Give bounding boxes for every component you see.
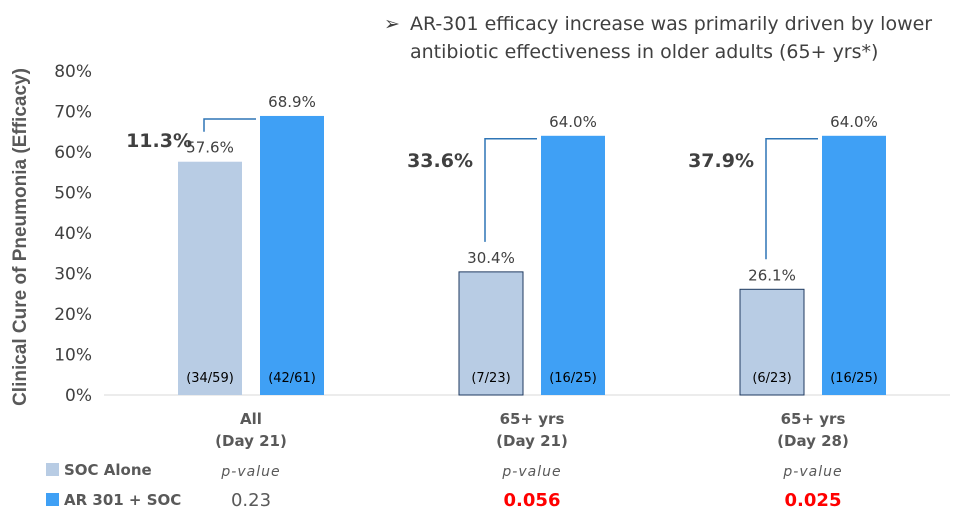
p-value-caption: p-value <box>501 464 561 480</box>
difference-bracket <box>765 138 818 260</box>
y-tick-label: 40% <box>54 224 92 244</box>
p-value: 0.23 <box>231 490 271 511</box>
p-value: 0.056 <box>504 490 561 511</box>
y-tick-label: 80% <box>54 62 92 82</box>
y-tick-label: 10% <box>54 346 92 366</box>
bar-soc-alone <box>739 288 805 396</box>
category-label-line1: All <box>240 410 262 428</box>
category-label-line1: 65+ yrs <box>500 410 565 428</box>
value-label-soc: 26.1% <box>748 266 796 284</box>
y-tick-label: 30% <box>54 265 92 285</box>
headline-line-1: AR-301 efficacy increase was primarily d… <box>410 13 933 35</box>
y-axis-ticks: 0% 10% 20% 30% 40% 50% 60% 70% 80% <box>54 62 92 406</box>
legend-swatch-soc <box>46 463 59 476</box>
count-label-soc: (7/23) <box>471 371 510 386</box>
y-tick-label: 50% <box>54 184 92 204</box>
value-label-ar301: 68.9% <box>268 93 316 111</box>
bar-ar301-soc <box>541 135 605 396</box>
bar-soc-alone <box>458 271 524 396</box>
value-label-soc: 57.6% <box>186 139 234 157</box>
p-value: 0.025 <box>785 490 842 511</box>
bar-ar301-soc <box>822 135 886 396</box>
count-label-ar301: (16/25) <box>830 371 878 386</box>
y-axis-label: Clinical Cure of Pneumonia (Efficacy) <box>10 68 31 406</box>
category-label-line2: (Day 21) <box>496 432 568 450</box>
difference-label: 11.3% <box>126 130 192 152</box>
p-value-row: p-value 0.23 p-value 0.056 p-value 0.025 <box>220 464 842 511</box>
category-label-line2: (Day 28) <box>777 432 849 450</box>
count-label-soc: (6/23) <box>752 371 791 386</box>
p-value-caption: p-value <box>220 464 280 480</box>
legend-swatch-ar301 <box>46 493 59 506</box>
difference-label: 37.9% <box>688 150 754 172</box>
count-label-ar301: (42/61) <box>268 371 316 386</box>
y-tick-label: 20% <box>54 305 92 325</box>
category-label-line2: (Day 21) <box>215 432 287 450</box>
chart-marks: 57.6% 68.9% (34/59) (42/61) 11.3% All (Day 21)… <box>126 93 886 450</box>
p-value-caption: p-value <box>782 464 842 480</box>
difference-label: 33.6% <box>407 150 473 172</box>
count-label-ar301: (16/25) <box>549 371 597 386</box>
count-label-soc: (34/59) <box>186 371 234 386</box>
y-tick-label: 70% <box>54 103 92 123</box>
bar-ar301-soc <box>260 115 324 395</box>
legend: SOC Alone AR 301 + SOC <box>46 461 181 509</box>
category-label-line1: 65+ yrs <box>781 410 846 428</box>
y-tick-label: 60% <box>54 143 92 163</box>
y-tick-label: 0% <box>65 386 92 406</box>
value-label-soc: 30.4% <box>467 249 515 267</box>
headline: ➢ AR-301 efficacy increase was primarily… <box>384 10 964 66</box>
legend-label-soc: SOC Alone <box>64 461 152 479</box>
headline-line-2: antibiotic effectiveness in older adults… <box>410 41 879 63</box>
bar-soc-alone <box>178 161 242 395</box>
difference-bracket <box>203 118 256 132</box>
bullet-arrow-icon: ➢ <box>384 13 400 35</box>
value-label-ar301: 64.0% <box>549 113 597 131</box>
difference-bracket <box>484 138 537 242</box>
legend-label-ar301: AR 301 + SOC <box>64 491 181 509</box>
value-label-ar301: 64.0% <box>830 113 878 131</box>
